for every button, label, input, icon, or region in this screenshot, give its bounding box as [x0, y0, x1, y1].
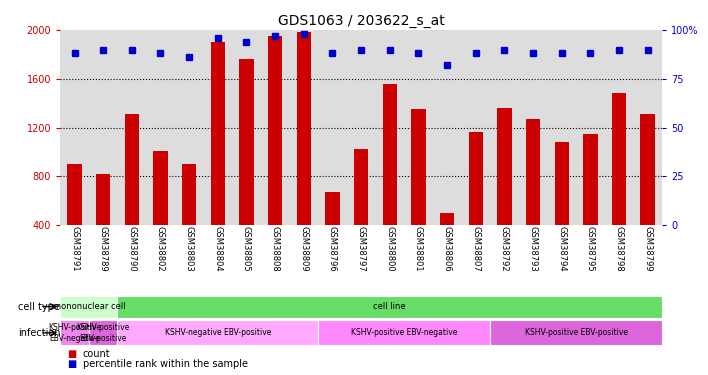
Bar — [60, 296, 118, 318]
Text: cell type: cell type — [18, 302, 60, 312]
Bar — [211, 42, 225, 225]
Text: GSM38794: GSM38794 — [557, 226, 566, 272]
Text: GSM38805: GSM38805 — [242, 226, 251, 272]
Bar — [154, 151, 168, 225]
Bar — [318, 320, 490, 345]
Bar — [411, 109, 426, 225]
Bar — [612, 93, 626, 225]
Bar — [118, 320, 318, 345]
Text: cell line: cell line — [373, 302, 406, 311]
Bar — [526, 119, 540, 225]
Text: GSM38795: GSM38795 — [586, 226, 595, 272]
Bar — [182, 164, 196, 225]
Text: GSM38809: GSM38809 — [299, 226, 308, 272]
Text: GSM38801: GSM38801 — [414, 226, 423, 272]
Bar — [497, 108, 511, 225]
Bar — [490, 320, 662, 345]
Text: infection: infection — [18, 328, 60, 338]
Bar — [354, 149, 368, 225]
Bar — [297, 33, 311, 225]
Bar — [268, 36, 282, 225]
Text: mononuclear cell: mononuclear cell — [52, 302, 125, 311]
Text: count: count — [83, 349, 110, 359]
Text: GSM38799: GSM38799 — [643, 226, 652, 272]
Bar — [67, 164, 81, 225]
Text: ■: ■ — [67, 349, 76, 359]
Text: GSM38796: GSM38796 — [328, 226, 337, 272]
Title: GDS1063 / 203622_s_at: GDS1063 / 203622_s_at — [278, 13, 445, 28]
Bar — [239, 59, 253, 225]
Text: KSHV-negative EBV-positive: KSHV-negative EBV-positive — [164, 328, 271, 338]
Bar — [60, 320, 88, 345]
Bar — [382, 84, 397, 225]
Bar — [554, 141, 569, 225]
Text: GSM38792: GSM38792 — [500, 226, 509, 272]
Text: percentile rank within the sample: percentile rank within the sample — [83, 359, 248, 369]
Text: GSM38800: GSM38800 — [385, 226, 394, 272]
Bar — [125, 114, 139, 225]
Bar — [96, 174, 110, 225]
Text: GSM38797: GSM38797 — [357, 226, 365, 272]
Text: GSM38804: GSM38804 — [213, 226, 222, 272]
Text: GSM38807: GSM38807 — [472, 226, 480, 272]
Bar — [440, 213, 455, 225]
Bar — [583, 134, 598, 225]
Text: KSHV-positive
EBV-positive: KSHV-positive EBV-positive — [76, 323, 130, 342]
Text: KSHV-positive EBV-negative: KSHV-positive EBV-negative — [351, 328, 457, 338]
Text: KSHV-positive EBV-positive: KSHV-positive EBV-positive — [525, 328, 627, 338]
Text: GSM38808: GSM38808 — [270, 226, 280, 272]
Text: GSM38798: GSM38798 — [615, 226, 624, 272]
Text: GSM38803: GSM38803 — [185, 226, 193, 272]
Text: GSM38791: GSM38791 — [70, 226, 79, 272]
Text: ■: ■ — [67, 359, 76, 369]
Text: GSM38789: GSM38789 — [98, 226, 108, 272]
Text: GSM38806: GSM38806 — [442, 226, 452, 272]
Bar — [325, 192, 340, 225]
Bar — [641, 114, 655, 225]
Bar — [469, 132, 483, 225]
Bar — [88, 320, 118, 345]
Text: GSM38793: GSM38793 — [529, 226, 537, 272]
Text: KSHV-positive
EBV-negative: KSHV-positive EBV-negative — [48, 323, 101, 342]
Text: GSM38790: GSM38790 — [127, 226, 137, 272]
Text: GSM38802: GSM38802 — [156, 226, 165, 272]
